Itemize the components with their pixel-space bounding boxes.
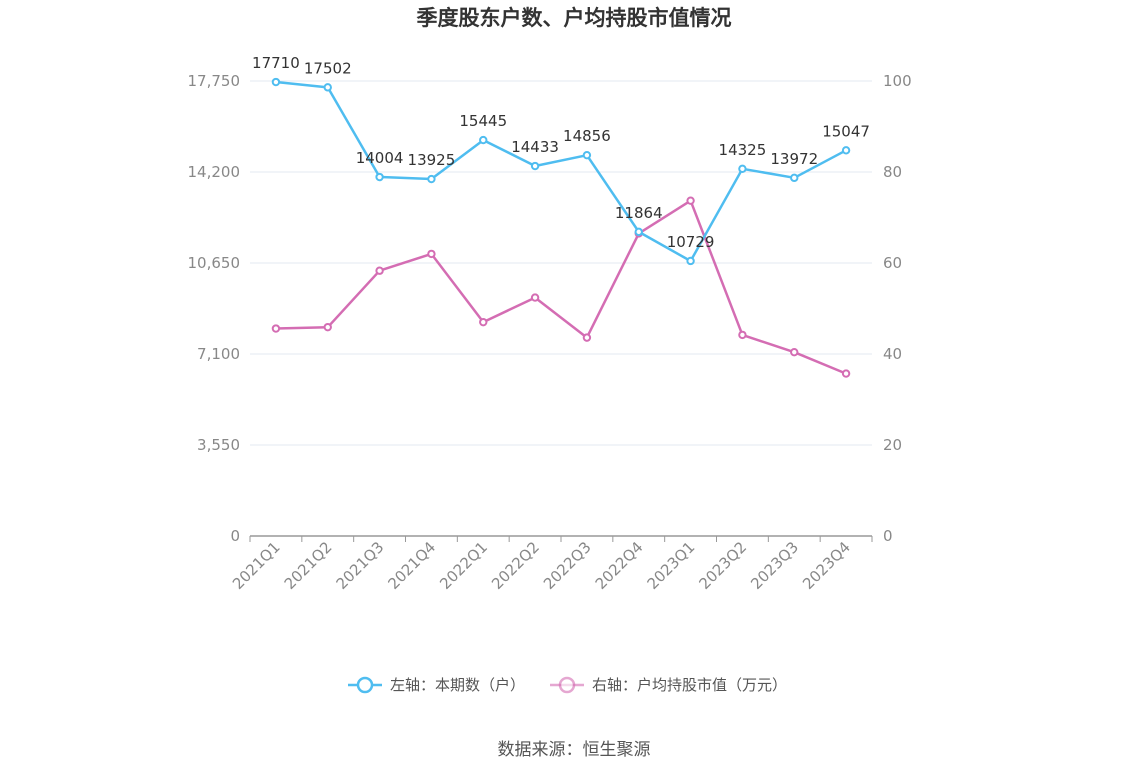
x-tick-label: 2021Q1 — [229, 538, 284, 593]
data-point[interactable] — [479, 317, 488, 327]
x-tick-label: 2023Q3 — [747, 538, 802, 593]
x-tick-label: 2021Q3 — [333, 538, 388, 593]
data-point[interactable] — [271, 77, 281, 87]
data-point[interactable] — [790, 173, 799, 183]
legend-label: 右轴：户均持股市值（万元） — [592, 676, 787, 694]
legend[interactable]: 左轴：本期数（户） 右轴：户均持股市值（万元） — [348, 676, 787, 694]
data-point[interactable] — [375, 266, 384, 275]
x-tick-label: 2023Q4 — [799, 538, 854, 593]
data-point[interactable] — [323, 83, 332, 92]
legend-item-avg-market-value[interactable]: 右轴：户均持股市值（万元） — [550, 676, 787, 694]
data-point[interactable] — [323, 322, 332, 332]
legend-item-shareholders[interactable]: 左轴：本期数（户） — [348, 676, 525, 694]
right-tick-label: 20 — [883, 436, 902, 454]
data-label: 11864 — [615, 204, 663, 222]
left-tick-label: 0 — [230, 527, 240, 545]
x-tick-label: 2022Q2 — [488, 538, 543, 593]
x-tick-label: 2022Q4 — [592, 538, 647, 593]
data-label: 15445 — [459, 112, 507, 130]
left-tick-label: 14,200 — [188, 163, 241, 181]
data-point[interactable] — [427, 174, 436, 184]
x-axis: 2021Q12021Q22021Q32021Q42022Q12022Q22022… — [229, 535, 873, 593]
right-tick-label: 40 — [883, 345, 902, 363]
data-label: 14856 — [563, 127, 611, 145]
x-tick-label: 2021Q2 — [281, 538, 336, 593]
left-tick-label: 17,750 — [188, 72, 241, 90]
data-point[interactable] — [841, 146, 851, 155]
data-point[interactable] — [530, 161, 540, 171]
data-point[interactable] — [634, 227, 643, 237]
data-label: 13925 — [408, 151, 456, 169]
data-label: 10729 — [667, 233, 715, 251]
data-point[interactable] — [790, 347, 799, 357]
data-point[interactable] — [530, 293, 540, 302]
x-tick-label: 2022Q3 — [540, 538, 595, 593]
data-point[interactable] — [427, 249, 436, 259]
right-tick-label: 100 — [883, 72, 912, 90]
data-label: 14325 — [719, 141, 767, 159]
right-tick-label: 80 — [883, 163, 902, 181]
data-label: 15047 — [822, 122, 870, 140]
series-line — [275, 199, 847, 375]
series-avg-market-value — [271, 196, 851, 378]
data-label: 14004 — [356, 149, 404, 167]
source-note: 数据来源：恒生聚源 — [498, 740, 651, 760]
data-point[interactable] — [375, 172, 384, 182]
right-tick-label: 60 — [883, 254, 902, 272]
data-point[interactable] — [479, 135, 488, 145]
data-point[interactable] — [738, 330, 747, 340]
legend-swatch-marker — [558, 676, 576, 694]
data-point[interactable] — [582, 150, 592, 160]
chart-title: 季度股东户数、户均持股市值情况 — [417, 6, 732, 30]
series-line — [275, 80, 847, 263]
data-label: 14433 — [511, 138, 559, 156]
data-point[interactable] — [686, 196, 695, 205]
legend-label: 左轴：本期数（户） — [390, 676, 525, 694]
data-point[interactable] — [841, 369, 851, 378]
data-point[interactable] — [271, 324, 281, 333]
data-label: 17710 — [252, 54, 300, 72]
legend-swatch-marker — [356, 676, 374, 694]
right-axis: 0 20 40 60 80 100 — [883, 72, 912, 545]
right-tick-label: 0 — [883, 527, 893, 545]
x-tick-label: 2023Q1 — [644, 538, 699, 593]
x-tick-label: 2021Q4 — [384, 538, 439, 593]
grid-lines — [250, 80, 872, 446]
data-label: 13972 — [770, 150, 818, 168]
data-point[interactable] — [582, 333, 592, 342]
left-tick-label: 10,650 — [188, 254, 241, 272]
left-tick-label: 7,100 — [197, 345, 240, 363]
data-label: 17502 — [304, 59, 352, 77]
x-tick-label: 2023Q2 — [695, 538, 750, 593]
left-tick-label: 3,550 — [197, 436, 240, 454]
data-point[interactable] — [686, 256, 695, 266]
left-axis: 0 3,550 7,100 10,650 14,200 17,750 — [188, 72, 241, 545]
series-shareholders — [271, 77, 851, 266]
data-point[interactable] — [738, 164, 747, 173]
x-tick-label: 2022Q1 — [436, 538, 491, 593]
